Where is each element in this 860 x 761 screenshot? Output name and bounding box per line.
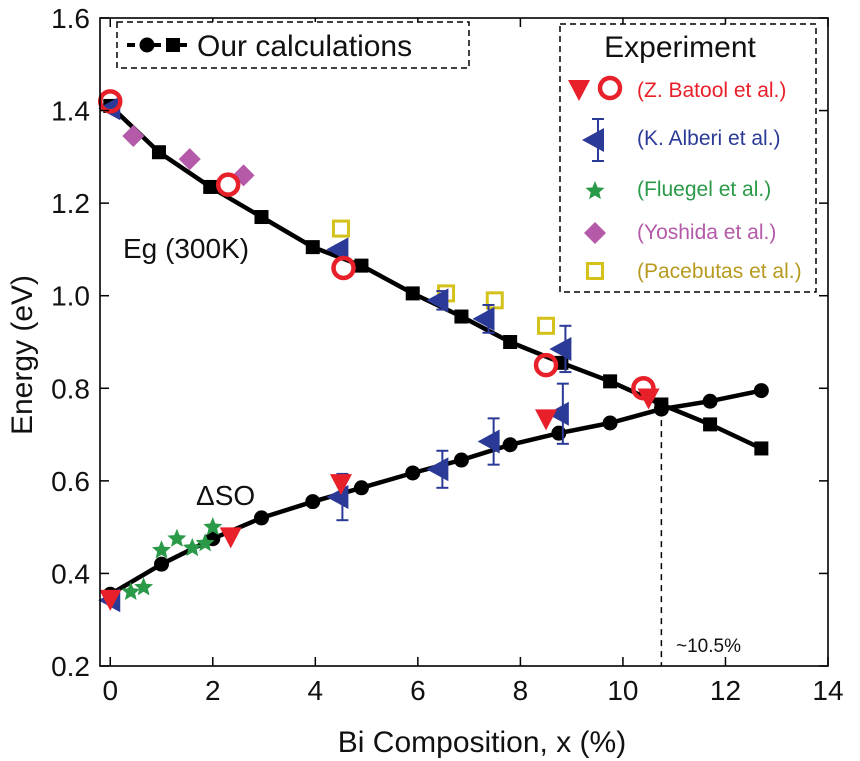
pacebutas-et-al-point bbox=[537, 316, 556, 335]
x-tick-label: 4 bbox=[308, 675, 324, 706]
yoshida-et-al-point bbox=[178, 148, 201, 171]
so-annotation: ΔSO bbox=[196, 480, 255, 511]
x-tick-label: 12 bbox=[710, 675, 741, 706]
x-tick-label: 6 bbox=[410, 675, 426, 706]
z-batool-et-al-eg-point bbox=[533, 352, 559, 378]
legend-ours-square-marker bbox=[166, 38, 180, 52]
legend-entry-batool: (Z. Batool et al.) bbox=[637, 79, 786, 102]
our-calculations-so-point bbox=[551, 425, 567, 441]
our-calculations-so-point bbox=[502, 437, 518, 453]
k-alberi-et-al-eg-point bbox=[326, 237, 349, 262]
fluegel-et-al-point bbox=[152, 540, 171, 559]
our-calculations-so-point bbox=[405, 465, 421, 481]
legend-pacebutas-symbol bbox=[586, 262, 604, 280]
y-axis-title: Energy (eV) bbox=[6, 275, 39, 435]
our-calculations-eg-point bbox=[203, 179, 218, 194]
legend-experiment: Experiment (Z. Batool et al.) (K. Alberi… bbox=[559, 23, 817, 293]
legend-ours-circle-marker bbox=[139, 37, 155, 53]
k-alberi-et-al-so-point bbox=[426, 457, 449, 482]
legend-alberi-symbol bbox=[582, 128, 604, 152]
tick-labels: 0 2 4 6 8 10 12 14 0.2 0.4 0.6 0.8 1.0 1.2 1.4 1.6 bbox=[51, 3, 844, 706]
z-batool-et-al-so-point bbox=[535, 409, 558, 431]
fluegel-et-al-point bbox=[203, 517, 223, 536]
our-calculations-so-point bbox=[602, 415, 618, 431]
z-batool-et-al-eg-point bbox=[215, 172, 241, 197]
k-alberi-et-al-eg-point bbox=[472, 306, 495, 331]
our-calculations-eg-point bbox=[754, 441, 769, 456]
legend-ours: Our calculations bbox=[116, 21, 470, 69]
legend-yoshida-symbol bbox=[584, 222, 606, 244]
y-tick-label: 1.2 bbox=[51, 188, 90, 219]
our-calculations-eg-point bbox=[703, 417, 718, 432]
yoshida-et-al-point bbox=[122, 125, 145, 148]
x-tick-label: 8 bbox=[513, 675, 529, 706]
our-calculations-so-point bbox=[154, 556, 170, 572]
x-tick-label: 10 bbox=[607, 675, 638, 706]
z-batool-et-al-eg-point bbox=[631, 376, 656, 401]
k-alberi-et-al-so-point bbox=[477, 429, 500, 454]
legend-entry-fluegel: (Fluegel et al.) bbox=[637, 178, 771, 201]
k-alberi-et-al-eg-point bbox=[98, 96, 121, 121]
our-calculations-so-point bbox=[753, 383, 769, 399]
our-calculations-so-point bbox=[253, 510, 269, 526]
our-calculations-so-point bbox=[653, 401, 669, 417]
our-calculations-eg-point bbox=[151, 145, 166, 160]
our-calculations-eg-point bbox=[405, 286, 420, 301]
eg-annotation: Eg (300K) bbox=[123, 233, 249, 264]
fluegel-et-al-point bbox=[134, 577, 154, 596]
fluegel-et-al-point bbox=[167, 528, 187, 547]
legend-experiment-title: Experiment bbox=[604, 31, 756, 64]
legend-batool-circle-symbol bbox=[597, 75, 623, 101]
k-alberi-et-al-so-point bbox=[546, 401, 569, 426]
fluegel-et-al-point bbox=[195, 533, 215, 552]
our-calculations-so-point bbox=[702, 393, 718, 409]
legend-entry-yoshida: (Yoshida et al.) bbox=[637, 221, 776, 244]
y-tick-label: 0.6 bbox=[51, 466, 90, 497]
legend-entry-pacebutas: (Pacebutas et al.) bbox=[637, 260, 802, 283]
legend-batool-triangle-symbol bbox=[568, 80, 590, 101]
fluegel-et-al-point bbox=[182, 538, 202, 557]
our-calculations-eg-point bbox=[254, 210, 269, 225]
z-batool-et-al-so-point bbox=[99, 589, 122, 611]
x-tick-label: 0 bbox=[102, 675, 118, 706]
axis-ticks bbox=[100, 17, 829, 667]
y-tick-label: 1.6 bbox=[51, 3, 90, 34]
y-tick-label: 0.4 bbox=[51, 558, 90, 589]
legend-fluegel-symbol bbox=[585, 181, 605, 200]
x-axis-title: Bi Composition, x (%) bbox=[338, 726, 626, 759]
legend-experiment-box bbox=[559, 23, 817, 293]
x-tick-label: 14 bbox=[812, 675, 843, 706]
plot-frame bbox=[99, 17, 829, 667]
z-batool-et-al-so-point bbox=[219, 527, 242, 549]
x-tick-label: 2 bbox=[205, 675, 221, 706]
our-calculations-so-point bbox=[453, 452, 469, 468]
k-alberi-et-al-eg-point bbox=[549, 336, 572, 361]
z-batool-et-al-eg-point bbox=[331, 255, 356, 281]
data-markers bbox=[98, 89, 769, 613]
our-calculations-eg-point bbox=[305, 240, 320, 255]
crossover-annotation: ~10.5% bbox=[676, 636, 741, 657]
our-calculations-so-point bbox=[353, 480, 369, 496]
y-tick-label: 1.4 bbox=[51, 96, 90, 127]
our-calculations-eg-point bbox=[354, 258, 369, 273]
our-calculations-so-point bbox=[305, 494, 321, 510]
our-calculations-eg-point bbox=[503, 335, 518, 349]
pacebutas-et-al-point bbox=[331, 219, 350, 238]
fluegel-et-al-point bbox=[121, 581, 141, 600]
y-tick-label: 0.8 bbox=[51, 373, 90, 404]
y-tick-label: 0.2 bbox=[51, 651, 90, 682]
y-tick-label: 1.0 bbox=[51, 281, 90, 312]
legend-entry-alberi: (K. Alberi et al.) bbox=[637, 127, 781, 150]
z-batool-et-al-so-point bbox=[329, 474, 352, 496]
legend-ours-label: Our calculations bbox=[197, 30, 412, 63]
our-calculations-eg-point bbox=[454, 309, 469, 324]
legend-experiment-symbols bbox=[568, 75, 623, 280]
k-alberi-et-al-eg-point bbox=[426, 288, 449, 313]
our-calculations-eg-point bbox=[603, 374, 618, 389]
